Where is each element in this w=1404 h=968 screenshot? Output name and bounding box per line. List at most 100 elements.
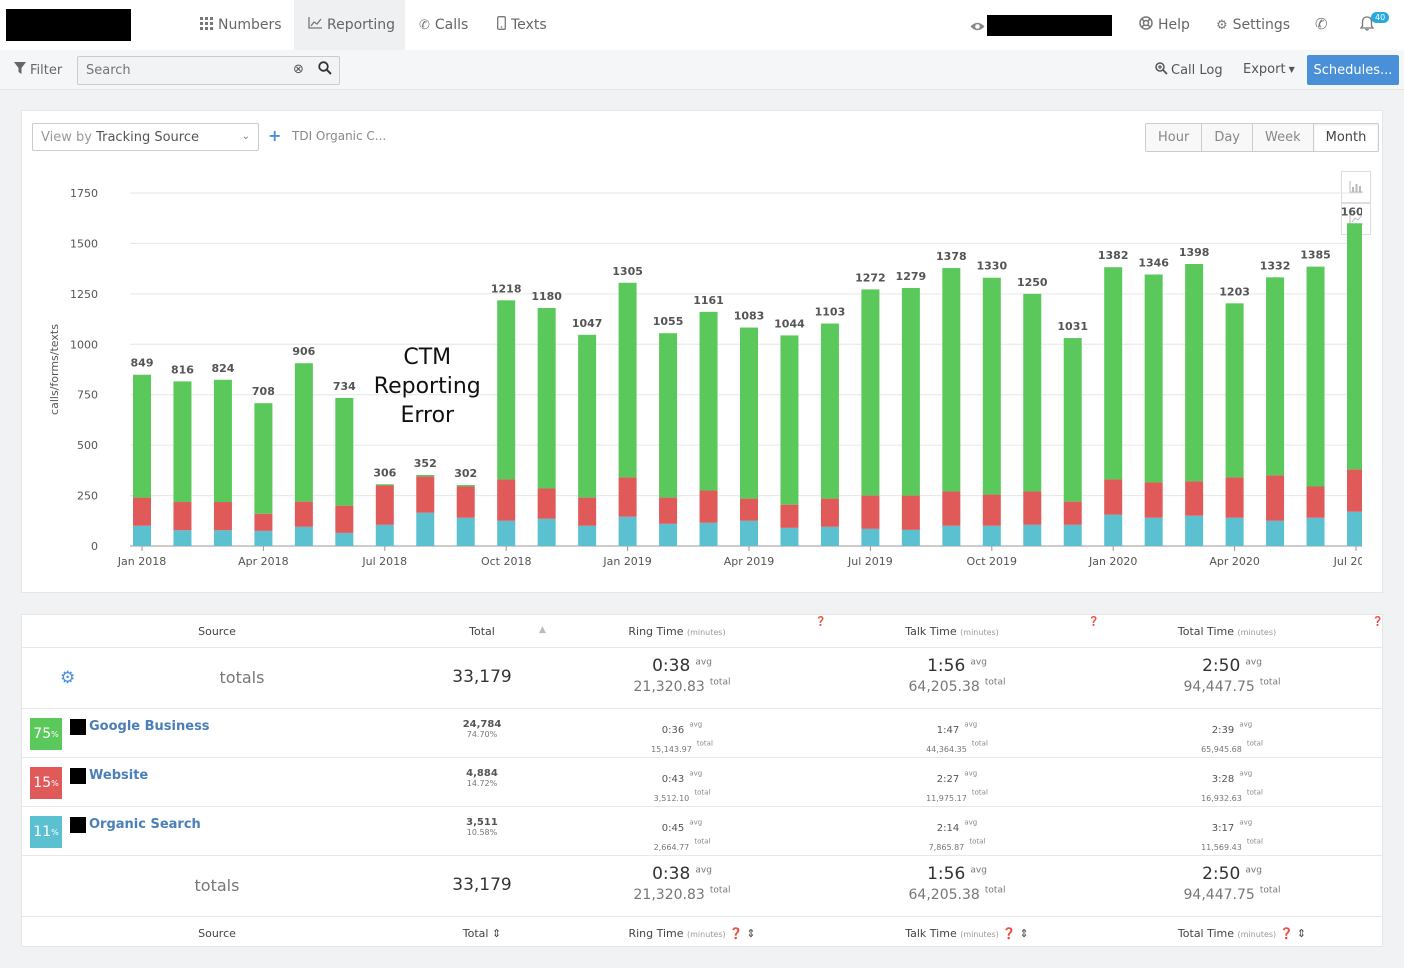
source-name-link[interactable]: Organic Search: [89, 817, 201, 832]
brand-logo[interactable]: [6, 9, 131, 41]
header-source[interactable]: Source: [198, 625, 236, 638]
footer-total[interactable]: Total ⇕: [442, 927, 522, 940]
footer-talk-time[interactable]: Talk Time (minutes) ❓ ⇕: [877, 927, 1057, 940]
tab-calls[interactable]: ✆ Calls: [419, 0, 468, 50]
source-name-link[interactable]: Website: [89, 768, 149, 783]
phone-call-icon[interactable]: ✆: [1315, 15, 1328, 33]
source-tt-time: 3:17 avg 11,569.43 total: [1132, 816, 1332, 854]
granularity-week[interactable]: Week: [1253, 124, 1314, 151]
bar-segment: [456, 486, 475, 518]
header-ring-label: Ring Time: [628, 625, 684, 638]
bar-segment: [861, 528, 880, 546]
help-link[interactable]: Help: [1139, 0, 1190, 50]
table-header: Source Total ▲ Ring Time (minutes) ❓ Tal…: [22, 615, 1384, 648]
bar-total-label: 1044: [774, 317, 805, 330]
source-share: 74.70%: [466, 730, 498, 739]
totals-talk: 1:56 avg 64,205.38 total: [857, 656, 1057, 695]
source-ring-time: 0:45 avg 2,664.77 total: [582, 816, 782, 854]
footer-ring-time[interactable]: Ring Time (minutes) ❓ ⇕: [602, 927, 782, 940]
source-total: 3,511 10.58%: [422, 817, 542, 837]
bar-total-label: 302: [454, 467, 477, 480]
source-ring-total: 3,512.10: [653, 794, 690, 803]
bar-segment: [456, 485, 475, 487]
x-tick-label: Jan 2019: [602, 555, 651, 568]
bar-segment: [254, 530, 273, 546]
bar-segment: [133, 374, 151, 498]
schedules-button[interactable]: Schedules...: [1307, 55, 1399, 85]
notification-badge: 40: [1371, 12, 1390, 23]
avg-label: avg: [970, 657, 987, 668]
search-icon[interactable]: [318, 61, 332, 79]
tab-numbers[interactable]: Numbers: [200, 0, 282, 50]
bar-total-label: 1332: [1260, 259, 1291, 272]
source-total-value: 24,784: [462, 719, 502, 730]
eye-icon[interactable]: [970, 17, 985, 36]
zoom-icon: [1155, 62, 1168, 79]
bar-total-label: 306: [373, 466, 396, 479]
add-filter-icon[interactable]: +: [268, 126, 282, 145]
granularity-hour[interactable]: Hour: [1146, 124, 1203, 151]
bar-segment: [780, 527, 799, 546]
filter-button[interactable]: Filter: [14, 62, 62, 78]
help-icon[interactable]: ❓: [1088, 617, 1100, 627]
avg-label: avg: [1245, 865, 1262, 876]
bar-segment: [659, 523, 678, 546]
tab-texts[interactable]: Texts: [497, 0, 547, 50]
avg-label: avg: [970, 865, 987, 876]
totals-tt-avg: 2:50: [1202, 864, 1241, 884]
source-talk-total: 7,865.87: [928, 843, 965, 852]
chart-annotation: Reporting: [374, 374, 481, 399]
source-talk-avg: 2:14: [936, 823, 960, 834]
bar-total-label: 1279: [896, 270, 927, 283]
header-total[interactable]: Total: [469, 625, 495, 638]
call-log-button[interactable]: Call Log: [1155, 62, 1223, 79]
bar-segment: [1023, 491, 1042, 525]
bar-segment: [659, 497, 678, 524]
clear-icon[interactable]: ⊗: [293, 62, 304, 77]
user-account-name[interactable]: [987, 15, 1112, 36]
avg-label: avg: [695, 657, 712, 668]
y-tick-label: 750: [77, 389, 98, 402]
x-tick-label: Apr 2019: [724, 555, 775, 568]
toolbar: Filter ⊗ Call Log Export ▼ Schedules...: [0, 50, 1404, 90]
percent-badge: 15%: [30, 767, 62, 799]
search-box: ⊗: [77, 56, 340, 85]
bar-segment: [416, 474, 435, 477]
bar-segment: [294, 363, 313, 502]
total-label: total: [694, 837, 711, 846]
filter-chip[interactable]: TDI Organic C...: [292, 129, 387, 143]
bar-segment: [901, 495, 920, 530]
bar-segment: [456, 517, 475, 546]
view-by-select[interactable]: View by Tracking Source ⌄: [32, 123, 259, 151]
footer-total-time[interactable]: Total Time (minutes) ❓ ⇕: [1152, 927, 1332, 940]
gear-icon[interactable]: ⚙: [60, 668, 76, 688]
granularity-day[interactable]: Day: [1202, 124, 1253, 151]
bar-segment: [740, 498, 758, 521]
source-ring-total: 15,143.97: [651, 745, 692, 754]
bar-segment: [1104, 479, 1123, 515]
bell-icon[interactable]: [1359, 16, 1375, 35]
help-icon: ❓: [1279, 927, 1294, 940]
export-dropdown[interactable]: Export ▼: [1243, 62, 1295, 77]
footer-source[interactable]: Source: [198, 927, 236, 940]
header-talk-time[interactable]: Talk Time (minutes): [877, 625, 1027, 638]
help-icon[interactable]: ❓: [815, 617, 827, 627]
bar-segment: [901, 288, 920, 496]
avg-label: avg: [1239, 720, 1253, 729]
search-input[interactable]: [78, 57, 290, 84]
help-icon[interactable]: ❓: [1372, 617, 1384, 627]
header-ring-time[interactable]: Ring Time (minutes): [602, 625, 752, 638]
bar-segment: [1225, 477, 1244, 518]
bar-total-label: 1330: [976, 260, 1007, 273]
header-total-time[interactable]: Total Time (minutes): [1152, 625, 1302, 638]
bar-total-label: 1055: [653, 315, 684, 328]
bar-segment: [942, 268, 961, 492]
total-label: total: [971, 788, 988, 797]
tab-reporting[interactable]: Reporting: [294, 0, 405, 50]
settings-link[interactable]: ⚙ Settings: [1216, 0, 1290, 50]
granularity-month[interactable]: Month: [1313, 124, 1379, 151]
sort-icon: ⇕: [491, 927, 502, 940]
bar-chart-mode-button[interactable]: [1341, 171, 1371, 203]
sort-icon[interactable]: ▲: [539, 625, 546, 635]
source-name-link[interactable]: Google Business: [89, 719, 210, 734]
